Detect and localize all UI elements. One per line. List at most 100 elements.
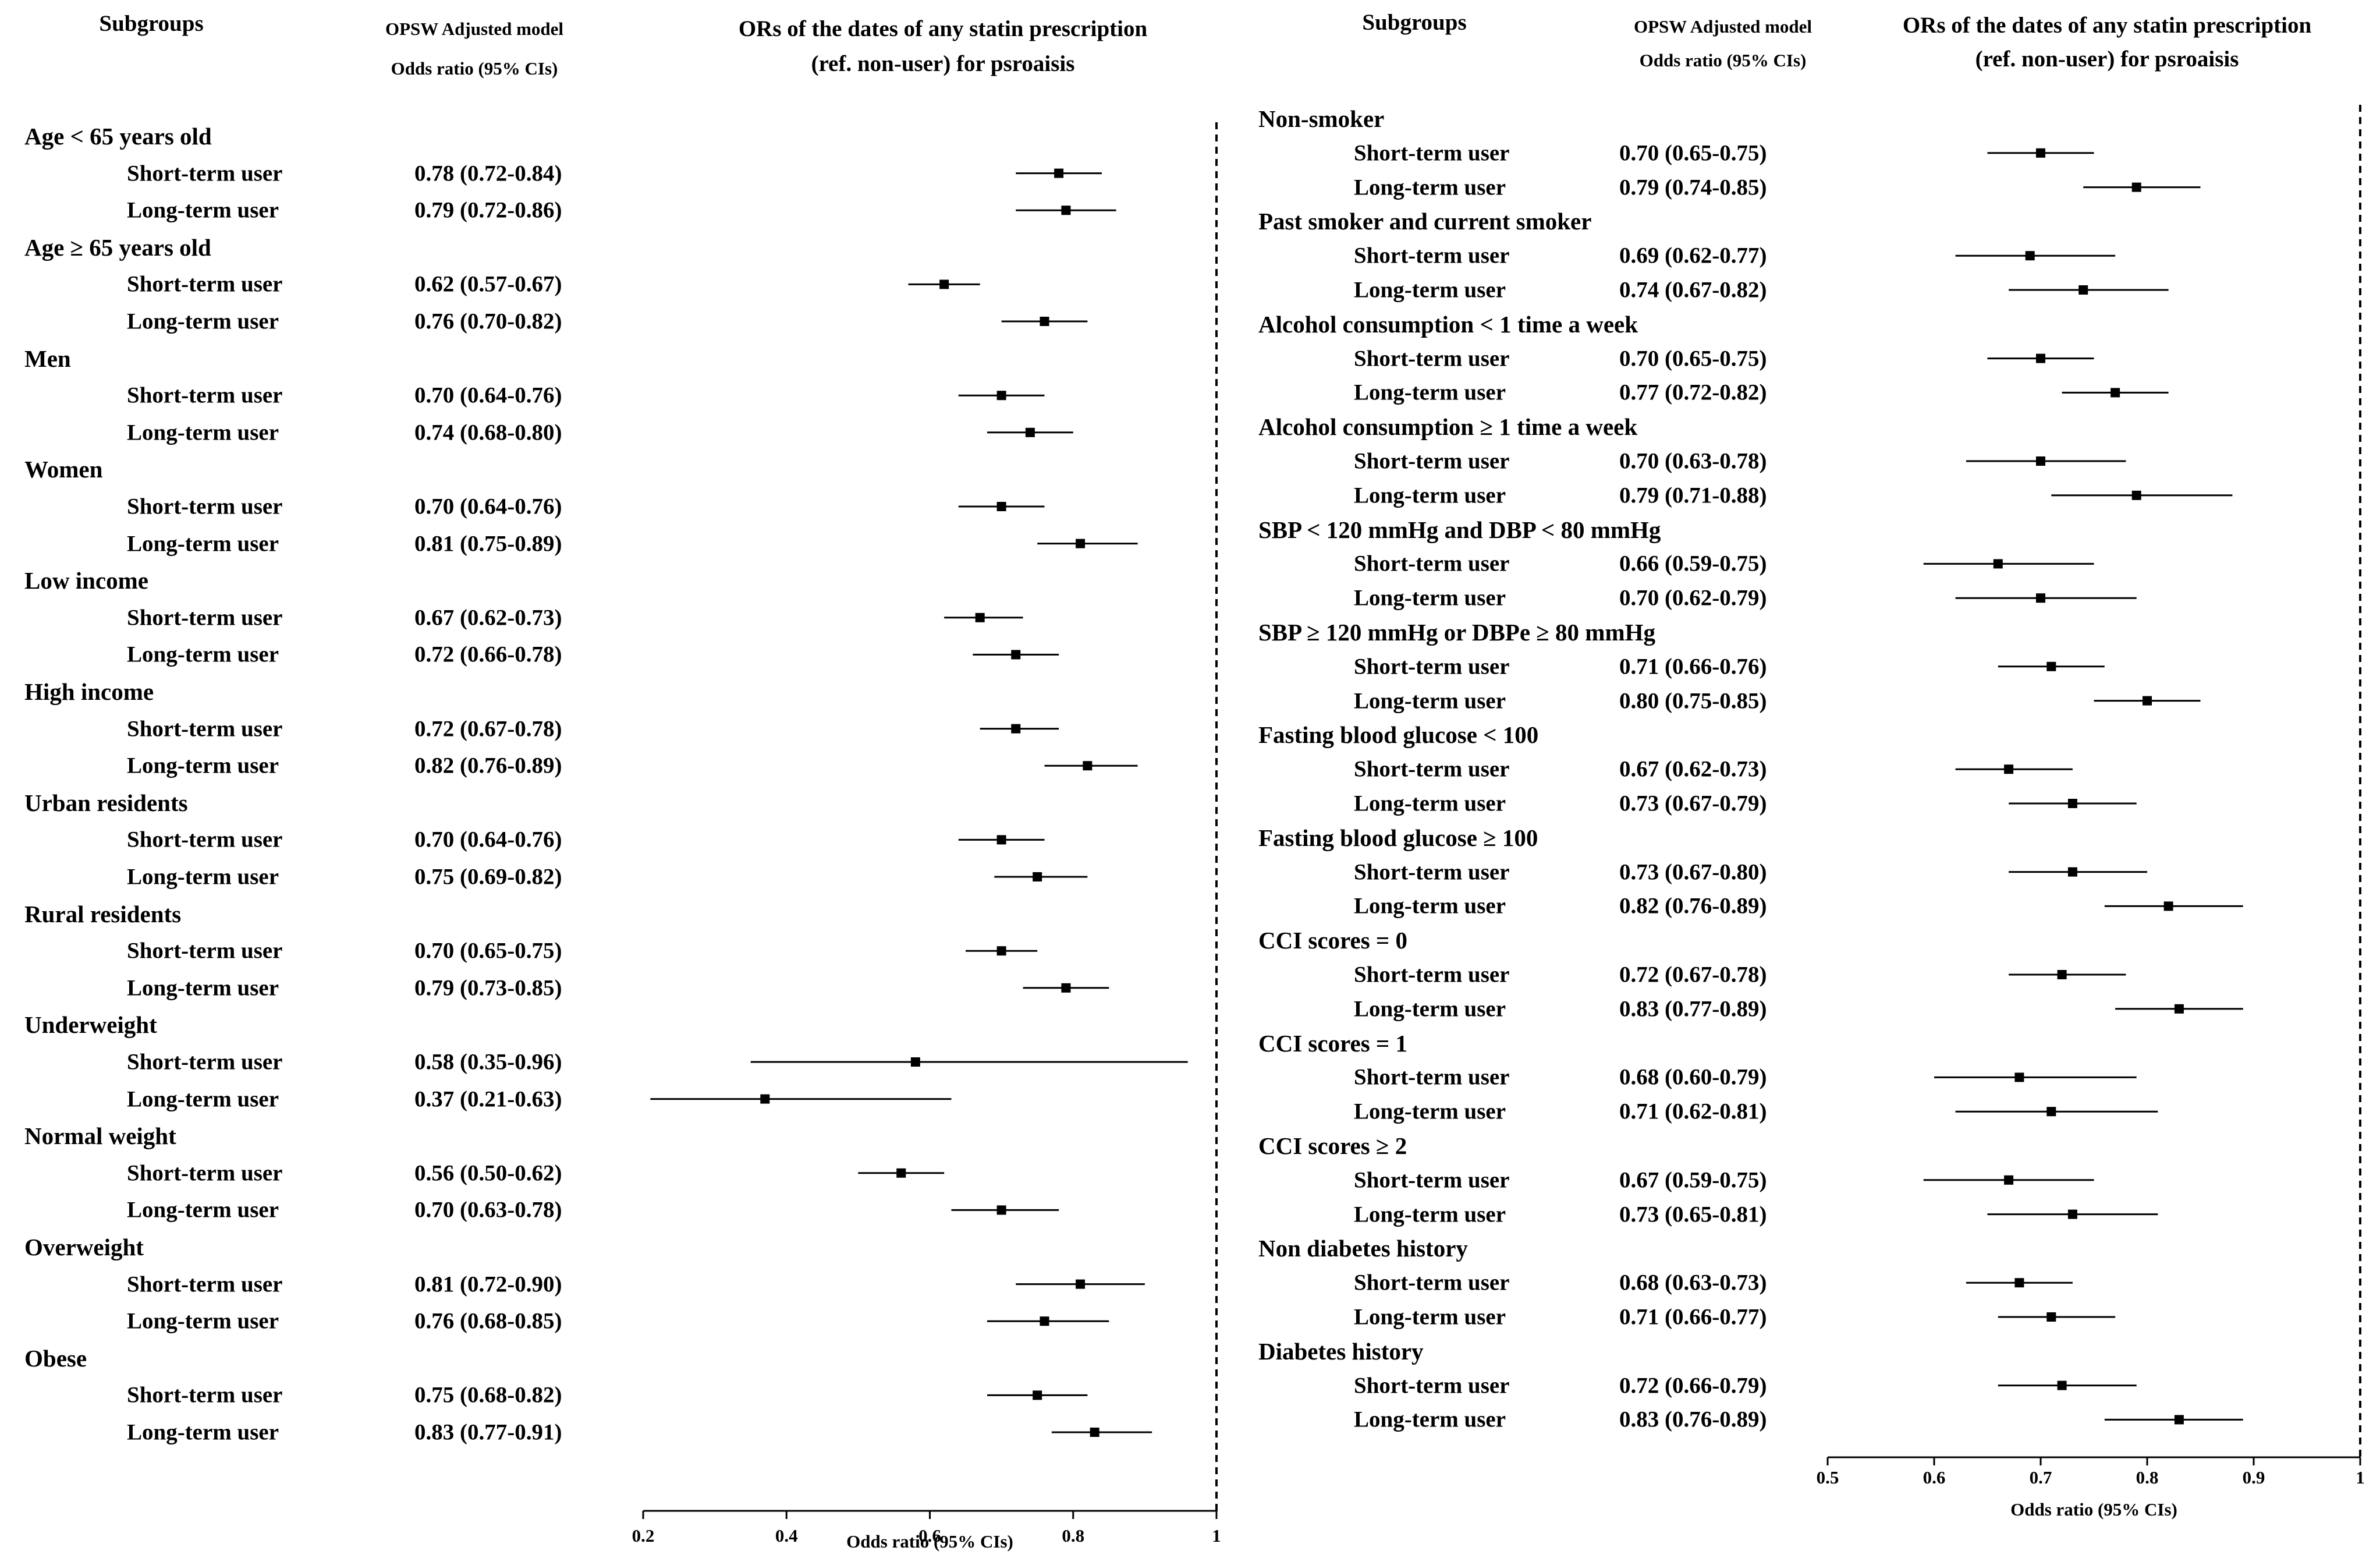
- group-row: CCI scores ≥ 2: [1246, 1128, 2380, 1163]
- group-label: Fasting blood glucose ≥ 100: [1258, 824, 1538, 851]
- group-label: Past smoker and current smoker: [1258, 208, 1592, 235]
- point-estimate: [2057, 1380, 2067, 1390]
- group-row: Age ≥ 65 years old: [0, 230, 1222, 265]
- group-label: Overweight: [24, 1234, 144, 1261]
- user-type-label: Short-term user: [1354, 243, 1510, 268]
- user-type-label: Short-term user: [1354, 1167, 1510, 1193]
- point-estimate: [2046, 661, 2056, 671]
- odds-ratio-value: 0.74 (0.68-0.80): [414, 420, 562, 445]
- odds-ratio-value: 0.67 (0.62-0.73): [414, 605, 562, 631]
- user-type-label: Short-term user: [127, 1160, 283, 1186]
- estimate-row: Short-term user 0.73 (0.67-0.80): [1246, 855, 2380, 890]
- user-type-label: Long-term user: [1354, 996, 1506, 1022]
- odds-ratio-value: 0.70 (0.64-0.76): [414, 494, 562, 519]
- group-label: Fasting blood glucose < 100: [1258, 721, 1539, 749]
- x-axis-title: Odds ratio (95% CIs): [846, 1531, 1013, 1552]
- odds-ratio-value: 0.81 (0.72-0.90): [414, 1272, 562, 1297]
- point-estimate: [2036, 456, 2045, 466]
- group-label: Urban residents: [24, 789, 188, 816]
- odds-ratio-value: 0.67 (0.62-0.73): [1619, 756, 1767, 782]
- estimate-row: Short-term user 0.70 (0.64-0.76): [0, 822, 1222, 857]
- header-chart-line1: ORs of the dates of any statin prescript…: [738, 16, 1148, 41]
- odds-ratio-value: 0.76 (0.68-0.85): [414, 1308, 562, 1334]
- point-estimate: [1011, 724, 1021, 734]
- user-type-label: Long-term user: [127, 864, 279, 890]
- odds-ratio-value: 0.70 (0.65-0.75): [1619, 140, 1767, 166]
- odds-ratio-value: 0.58 (0.35-0.96): [414, 1049, 562, 1075]
- odds-ratio-value: 0.69 (0.62-0.77): [1619, 243, 1767, 268]
- header-chart-line2: (ref. non-user) for psroaisis: [811, 51, 1075, 76]
- group-row: CCI scores = 0: [1246, 923, 2380, 958]
- point-estimate: [1090, 1428, 1099, 1437]
- point-estimate: [996, 502, 1006, 511]
- user-type-label: Short-term user: [1354, 1373, 1510, 1398]
- user-type-label: Long-term user: [127, 1086, 279, 1112]
- estimate-row: Short-term user 0.81 (0.72-0.90): [0, 1267, 1222, 1302]
- user-type-label: Long-term user: [1354, 791, 1506, 816]
- group-row: Rural residents: [0, 897, 1222, 932]
- group-row: SBP < 120 mmHg and DBP < 80 mmHg: [1246, 512, 2380, 547]
- user-type-label: Long-term user: [1354, 893, 1506, 919]
- point-estimate: [2174, 1415, 2184, 1425]
- estimate-row: Short-term user 0.72 (0.67-0.78): [1246, 957, 2380, 992]
- odds-ratio-value: 0.72 (0.67-0.78): [414, 716, 562, 742]
- odds-ratio-value: 0.83 (0.77-0.91): [414, 1419, 562, 1445]
- user-type-label: Short-term user: [1354, 1064, 1510, 1090]
- group-row: Alcohol consumption < 1 time a week: [1246, 307, 2380, 342]
- group-row: Overweight: [0, 1230, 1222, 1265]
- point-estimate: [1993, 559, 2003, 569]
- estimate-row: Short-term user 0.70 (0.64-0.76): [0, 489, 1222, 524]
- user-type-label: Short-term user: [1354, 654, 1510, 679]
- point-estimate: [2067, 799, 2077, 808]
- x-tick-label: 0.8: [1062, 1525, 1084, 1546]
- odds-ratio-value: 0.83 (0.76-0.89): [1619, 1407, 1767, 1432]
- group-row: Obese: [0, 1341, 1222, 1376]
- estimate-row: Long-term user 0.79 (0.74-0.85): [1246, 170, 2380, 205]
- estimate-row: Short-term user 0.67 (0.62-0.73): [0, 600, 1222, 635]
- user-type-label: Long-term user: [127, 1308, 279, 1334]
- x-tick-label: 0.4: [775, 1525, 798, 1546]
- group-label: SBP < 120 mmHg and DBP < 80 mmHg: [1258, 516, 1661, 543]
- x-tick-label: 0.2: [632, 1525, 655, 1546]
- odds-ratio-value: 0.83 (0.77-0.89): [1619, 996, 1767, 1022]
- forest-plot: 0.5 0.6 0.7 0.8 0.9 1: [1817, 105, 2365, 1488]
- point-estimate: [896, 1168, 906, 1178]
- odds-ratio-value: 0.56 (0.50-0.62): [414, 1160, 562, 1186]
- estimate-row: Long-term user 0.82 (0.76-0.89): [1246, 888, 2380, 923]
- point-estimate: [1054, 168, 1064, 178]
- odds-ratio-value: 0.79 (0.72-0.86): [414, 197, 562, 223]
- point-estimate: [996, 946, 1006, 956]
- user-type-label: Short-term user: [1354, 346, 1510, 371]
- header-subgroups: Subgroups: [1362, 10, 1467, 35]
- point-estimate: [2143, 696, 2152, 706]
- odds-ratio-value: 0.67 (0.59-0.75): [1619, 1167, 1767, 1193]
- odds-ratio-value: 0.62 (0.57-0.67): [414, 271, 562, 297]
- estimate-row: Long-term user 0.83 (0.76-0.89): [1246, 1402, 2380, 1437]
- user-type-label: Long-term user: [127, 975, 279, 1001]
- user-type-label: Long-term user: [127, 420, 279, 445]
- group-label: Low income: [24, 567, 148, 594]
- group-row: Normal weight: [0, 1118, 1222, 1153]
- odds-ratio-value: 0.68 (0.63-0.73): [1619, 1270, 1767, 1295]
- point-estimate: [996, 835, 1006, 845]
- estimate-row: Short-term user 0.67 (0.59-0.75): [1246, 1163, 2380, 1198]
- group-row: Past smoker and current smoker: [1246, 204, 2380, 239]
- group-row: Men: [0, 341, 1222, 376]
- point-estimate: [2078, 285, 2088, 295]
- user-type-label: Long-term user: [127, 642, 279, 667]
- estimate-row: Short-term user 0.72 (0.67-0.78): [0, 711, 1222, 746]
- estimate-row: Long-term user 0.74 (0.67-0.82): [1246, 272, 2380, 307]
- group-row: High income: [0, 674, 1222, 709]
- estimate-row: Long-term user 0.73 (0.67-0.79): [1246, 786, 2380, 821]
- odds-ratio-value: 0.68 (0.60-0.79): [1619, 1064, 1767, 1090]
- group-label: Women: [24, 456, 103, 483]
- user-type-label: Short-term user: [127, 716, 283, 742]
- odds-ratio-value: 0.70 (0.64-0.76): [414, 827, 562, 852]
- user-type-label: Long-term user: [1354, 277, 1506, 303]
- point-estimate: [1025, 427, 1035, 437]
- estimate-row: Long-term user 0.73 (0.65-0.81): [1246, 1197, 2380, 1232]
- estimate-row: Short-term user 0.66 (0.59-0.75): [1246, 546, 2380, 581]
- odds-ratio-value: 0.82 (0.76-0.89): [414, 753, 562, 778]
- estimate-row: Short-term user 0.75 (0.68-0.82): [0, 1378, 1222, 1412]
- estimate-row: Long-term user 0.70 (0.62-0.79): [1246, 580, 2380, 615]
